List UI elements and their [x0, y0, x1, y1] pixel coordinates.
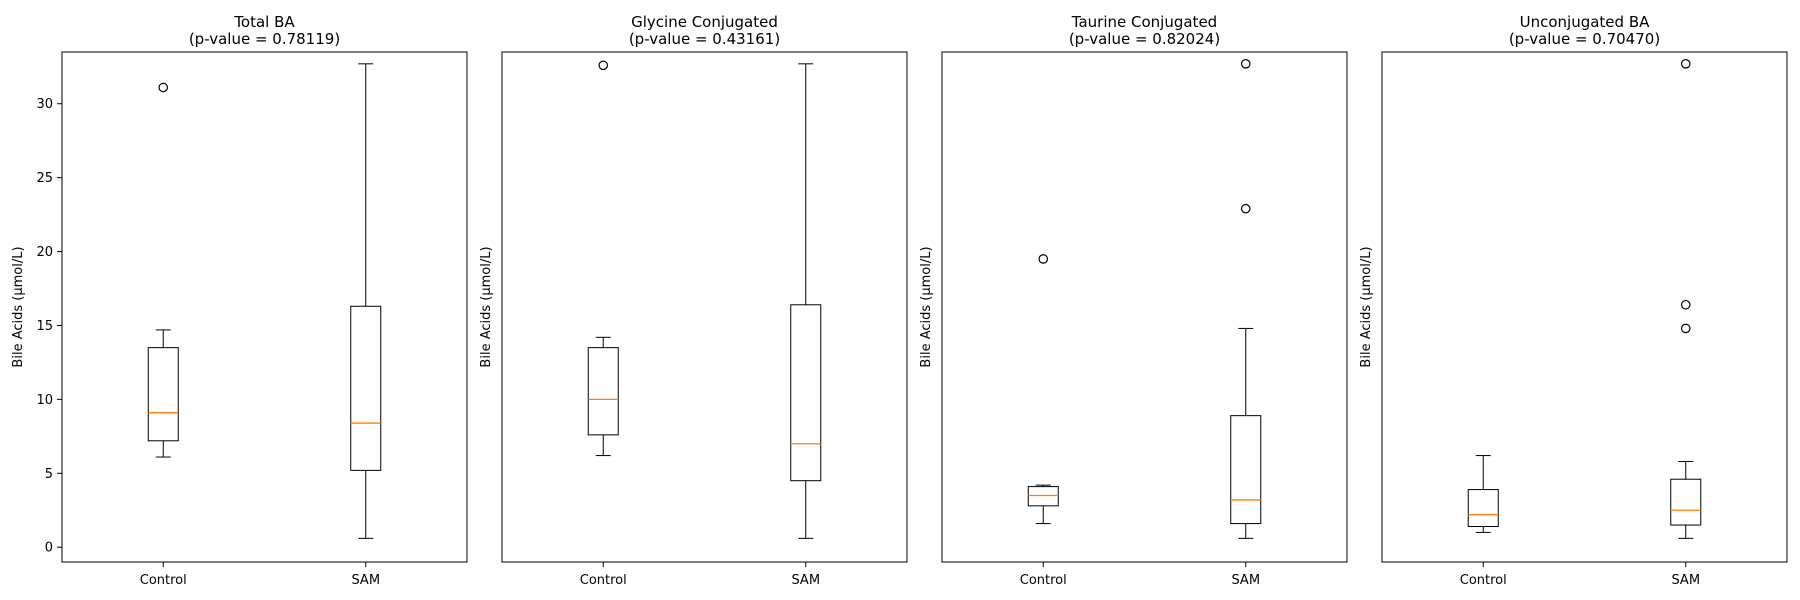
chart-panel-1: Total BA(p-value = 0.78119) Bile Acids (μ…	[11, 13, 468, 588]
y-axis-label: Bile Acids (μmol/L)	[479, 246, 494, 367]
y-tick-label: 25	[36, 171, 53, 186]
box-iqr	[147, 347, 179, 442]
box-iqr	[790, 304, 822, 482]
chart-subtitle: (p-value = 0.70470)	[1509, 30, 1660, 48]
box-control	[1467, 455, 1499, 533]
plot-frame	[501, 51, 908, 563]
box-sam	[1230, 59, 1262, 539]
x-tick-label: Control	[140, 573, 187, 588]
chart-title: Taurine Conjugated	[1071, 13, 1217, 31]
chart-panel-2: Glycine Conjugated(p-value = 0.43161) Bil…	[479, 13, 908, 588]
chart-panel-4: Unconjugated BA(p-value = 0.70470) Bile A…	[1359, 13, 1788, 588]
plot-frame	[61, 51, 468, 563]
chart-title: Total BA	[233, 13, 295, 31]
box-iqr	[1670, 478, 1702, 526]
outlier-point	[1240, 59, 1251, 69]
y-tick-label: 0	[45, 541, 53, 556]
chart-title: Unconjugated BA	[1520, 13, 1650, 31]
y-tick-label: 5	[45, 467, 53, 482]
outlier-point	[598, 60, 609, 71]
x-tick-label: SAM	[791, 573, 820, 588]
box-control	[587, 60, 619, 457]
plot-frame	[1381, 51, 1788, 563]
box-iqr	[350, 305, 382, 471]
outlier-point	[1680, 59, 1691, 69]
outlier-point	[158, 82, 169, 93]
x-tick-label: Control	[1460, 573, 1507, 588]
box-iqr	[587, 347, 619, 436]
box-iqr	[1230, 415, 1262, 525]
x-tick-label: SAM	[351, 573, 380, 588]
outlier-point	[1038, 254, 1049, 264]
box-sam	[1670, 59, 1702, 539]
chart-subtitle: (p-value = 0.78119)	[189, 30, 340, 48]
chart-subtitle: (p-value = 0.43161)	[629, 30, 780, 48]
box-iqr	[1027, 486, 1059, 507]
y-tick-label: 20	[36, 245, 53, 260]
outlier-point	[1680, 323, 1691, 334]
outlier-point	[1240, 203, 1251, 214]
plot-frame	[941, 51, 1348, 563]
chart-panel-3: Taurine Conjugated(p-value = 0.82024) Bil…	[919, 13, 1348, 588]
outlier-point	[1680, 299, 1691, 310]
x-tick-label: SAM	[1671, 573, 1700, 588]
chart-title: Glycine Conjugated	[631, 13, 778, 31]
y-axis-label: Bile Acids (μmol/L)	[11, 246, 26, 367]
box-control	[1027, 254, 1059, 525]
chart-subtitle: (p-value = 0.82024)	[1069, 30, 1220, 48]
x-tick-label: SAM	[1231, 573, 1260, 588]
y-tick-label: 15	[36, 319, 53, 334]
y-tick-label: 30	[36, 97, 53, 112]
box-sam	[350, 63, 382, 539]
y-axis-label: Bile Acids (μmol/L)	[919, 246, 934, 367]
box-sam	[790, 63, 822, 539]
box-iqr	[1467, 489, 1499, 528]
x-tick-label: Control	[1020, 573, 1067, 588]
x-tick-label: Control	[580, 573, 627, 588]
y-tick-label: 10	[36, 393, 53, 408]
box-control	[147, 82, 179, 458]
y-axis-label: Bile Acids (μmol/L)	[1359, 246, 1374, 367]
